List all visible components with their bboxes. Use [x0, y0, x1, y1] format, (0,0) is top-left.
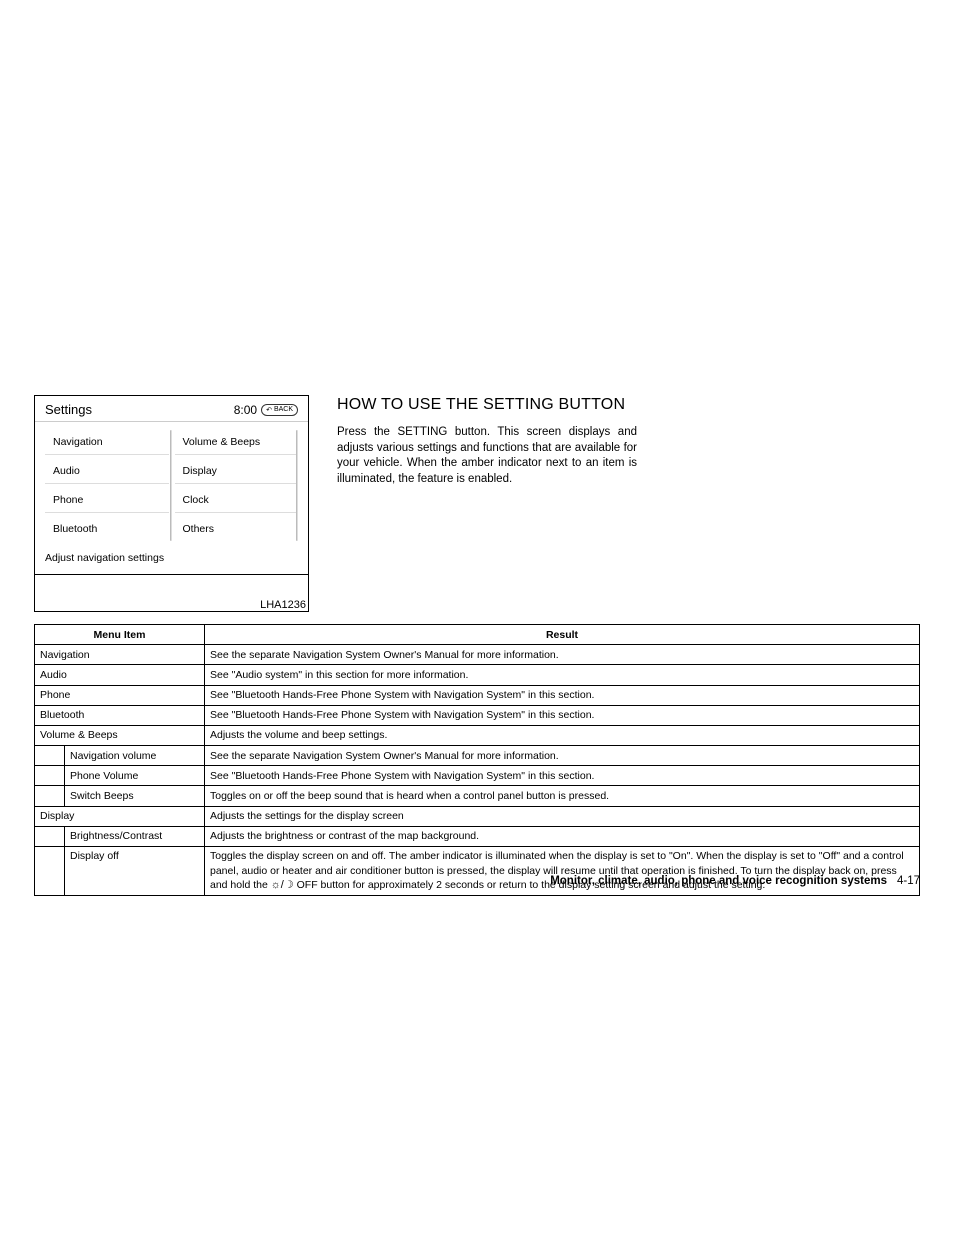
screenshot-hint: Adjust navigation settings: [35, 547, 308, 574]
result-cell: Adjusts the volume and beep settings.: [205, 725, 920, 745]
menu-item-label: Phone Volume: [65, 766, 205, 786]
screenshot-caption: LHA1236: [34, 575, 309, 612]
result-cell: Toggles the display screen on and off. T…: [205, 846, 920, 895]
indent-cell: [35, 846, 65, 895]
indent-cell: [35, 746, 65, 766]
settings-screenshot: Settings 8:00 ↶ BACK Navigation Audio: [34, 395, 309, 612]
back-arrow-icon: ↶: [266, 406, 272, 414]
indent-cell: [35, 766, 65, 786]
result-cell: Adjusts the brightness or contrast of th…: [205, 826, 920, 846]
result-cell: See "Bluetooth Hands-Free Phone System w…: [205, 705, 920, 725]
result-cell: See "Bluetooth Hands-Free Phone System w…: [205, 766, 920, 786]
screenshot-clock: 8:00: [234, 403, 257, 417]
table-header-result: Result: [205, 625, 920, 645]
result-cell: Adjusts the settings for the display scr…: [205, 806, 920, 826]
table-row: NavigationSee the separate Navigation Sy…: [35, 645, 920, 665]
menu-item-clock: Clock: [175, 488, 299, 513]
table-row: DisplayAdjusts the settings for the disp…: [35, 806, 920, 826]
result-cell: See the separate Navigation System Owner…: [205, 645, 920, 665]
menu-item-label: Phone: [35, 685, 205, 705]
menu-item-label: Navigation volume: [65, 746, 205, 766]
menu-item-audio: Audio: [45, 459, 169, 484]
menu-item-phone: Phone: [45, 488, 169, 513]
table-header-menu-item: Menu Item: [35, 625, 205, 645]
article-heading: HOW TO USE THE SETTING BUTTON: [337, 395, 637, 415]
back-button: ↶ BACK: [261, 404, 298, 416]
result-cell: Toggles on or off the beep sound that is…: [205, 786, 920, 806]
result-cell: See the separate Navigation System Owner…: [205, 746, 920, 766]
table-row: Display offToggles the display screen on…: [35, 846, 920, 895]
menu-item-label: Brightness/Contrast: [65, 826, 205, 846]
table-row: BluetoothSee "Bluetooth Hands-Free Phone…: [35, 705, 920, 725]
table-row: Volume & BeepsAdjusts the volume and bee…: [35, 725, 920, 745]
table-row: AudioSee "Audio system" in this section …: [35, 665, 920, 685]
result-cell: See "Bluetooth Hands-Free Phone System w…: [205, 685, 920, 705]
article-paragraph: Press the SETTING button. This screen di…: [337, 425, 637, 487]
menu-item-bluetooth: Bluetooth: [45, 517, 169, 541]
table-row: Switch BeepsToggles on or off the beep s…: [35, 786, 920, 806]
menu-item-label: Volume & Beeps: [35, 725, 205, 745]
menu-item-label: Display off: [65, 846, 205, 895]
table-row: Brightness/ContrastAdjusts the brightnes…: [35, 826, 920, 846]
menu-item-label: Display: [35, 806, 205, 826]
menu-item-volume-beeps: Volume & Beeps: [175, 430, 299, 455]
table-row: PhoneSee "Bluetooth Hands-Free Phone Sys…: [35, 685, 920, 705]
menu-result-table: Menu Item Result NavigationSee the separ…: [34, 624, 920, 896]
table-row: Navigation volumeSee the separate Naviga…: [35, 746, 920, 766]
menu-item-others: Others: [175, 517, 299, 541]
table-row: Phone VolumeSee "Bluetooth Hands-Free Ph…: [35, 766, 920, 786]
menu-item-label: Bluetooth: [35, 705, 205, 725]
menu-item-label: Switch Beeps: [65, 786, 205, 806]
menu-item-navigation: Navigation: [45, 430, 169, 455]
footer-section-title: Monitor, climate, audio, phone and voice…: [550, 875, 887, 887]
indent-cell: [35, 786, 65, 806]
menu-item-label: Navigation: [35, 645, 205, 665]
screenshot-title: Settings: [45, 402, 92, 417]
result-cell: See "Audio system" in this section for m…: [205, 665, 920, 685]
menu-item-label: Audio: [35, 665, 205, 685]
menu-item-display: Display: [175, 459, 299, 484]
indent-cell: [35, 826, 65, 846]
footer-page-number: 4-17: [897, 875, 920, 887]
